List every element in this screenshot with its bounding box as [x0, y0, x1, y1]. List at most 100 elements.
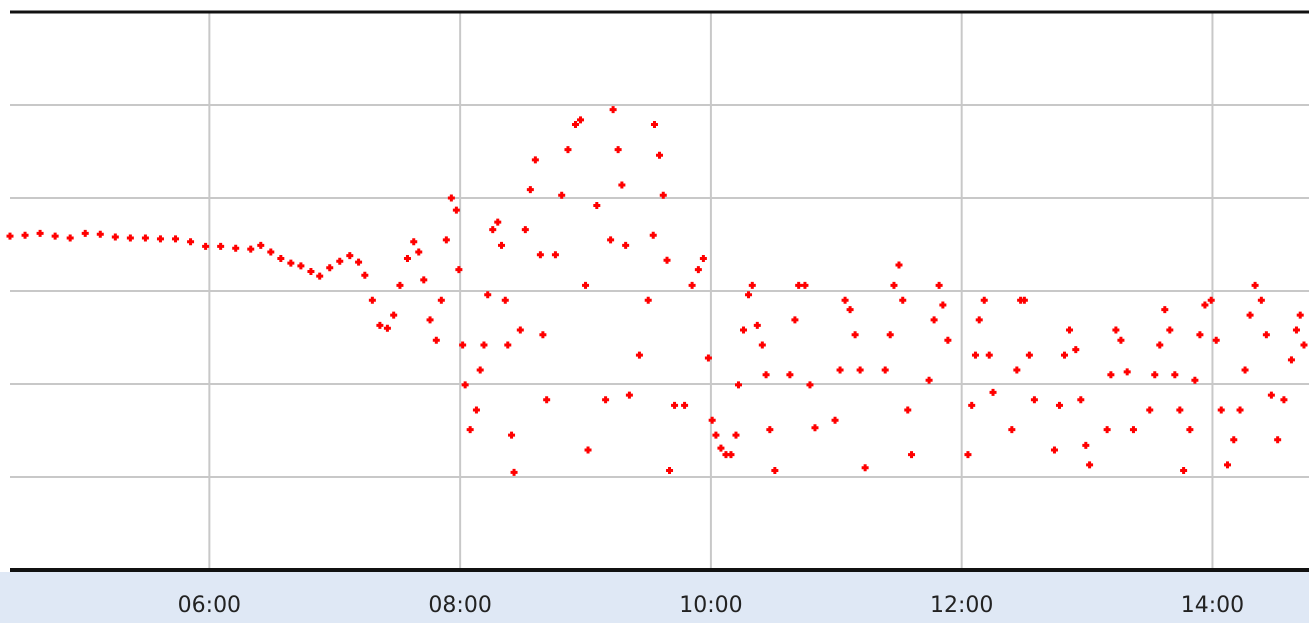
point: [426, 316, 434, 324]
point: [748, 281, 756, 289]
point: [447, 194, 455, 202]
point: [508, 431, 516, 439]
point: [81, 229, 89, 237]
point: [361, 271, 369, 279]
point: [1207, 296, 1215, 304]
point: [126, 234, 134, 242]
point: [1055, 401, 1063, 409]
point: [1296, 311, 1304, 319]
point: [1196, 331, 1204, 339]
point: [704, 354, 712, 362]
point: [861, 464, 869, 472]
point: [671, 401, 679, 409]
point: [247, 245, 255, 253]
point: [1156, 341, 1164, 349]
point: [649, 231, 657, 239]
point: [432, 336, 440, 344]
point: [1280, 396, 1288, 404]
point: [663, 256, 671, 264]
point: [6, 232, 14, 240]
point: [971, 351, 979, 359]
point: [476, 366, 484, 374]
point: [745, 291, 753, 299]
point: [504, 341, 512, 349]
point: [267, 248, 275, 256]
point: [762, 371, 770, 379]
point: [564, 146, 572, 154]
point: [536, 251, 544, 259]
point: [801, 281, 809, 289]
point: [96, 230, 104, 238]
point: [403, 254, 411, 262]
point: [326, 264, 334, 272]
point: [396, 281, 404, 289]
point: [1146, 406, 1154, 414]
point: [1217, 406, 1225, 414]
point: [51, 232, 59, 240]
point: [1117, 336, 1125, 344]
point: [498, 241, 506, 249]
point: [1129, 426, 1137, 434]
point: [904, 406, 912, 414]
x-tick-label: 10:00: [679, 593, 742, 618]
point: [734, 381, 742, 389]
point: [1166, 326, 1174, 334]
point: [1013, 366, 1021, 374]
point: [895, 261, 903, 269]
point: [1212, 336, 1220, 344]
point: [1171, 371, 1179, 379]
point: [811, 424, 819, 432]
point: [985, 351, 993, 359]
point: [390, 311, 398, 319]
point: [1008, 426, 1016, 434]
point: [489, 226, 497, 234]
point: [1274, 436, 1282, 444]
point: [1077, 396, 1085, 404]
point: [886, 331, 894, 339]
point: [727, 451, 735, 459]
point: [1224, 461, 1231, 469]
point: [836, 366, 844, 374]
point: [383, 324, 391, 332]
point: [851, 331, 859, 339]
point: [1061, 351, 1068, 359]
point: [172, 235, 180, 243]
point: [806, 381, 814, 389]
point: [688, 281, 696, 289]
point: [699, 254, 707, 262]
point: [571, 121, 579, 129]
point: [1262, 331, 1270, 339]
point: [1103, 426, 1111, 434]
point: [1020, 296, 1028, 304]
point: [526, 186, 534, 194]
point: [1072, 346, 1080, 354]
point: [410, 238, 418, 246]
point: [935, 281, 943, 289]
point: [989, 388, 997, 396]
point: [1267, 391, 1275, 399]
point: [217, 242, 225, 250]
point: [975, 316, 983, 324]
point: [521, 226, 529, 234]
point: [1112, 326, 1120, 334]
point: [939, 301, 947, 309]
point: [111, 233, 119, 241]
point: [480, 341, 488, 349]
point: [980, 296, 988, 304]
point: [656, 151, 663, 159]
point: [831, 416, 839, 424]
point: [890, 281, 898, 289]
point: [964, 451, 972, 459]
point: [420, 276, 428, 284]
point: [307, 267, 315, 275]
point: [376, 321, 384, 329]
x-tick-label: 12:00: [930, 593, 993, 618]
point: [666, 466, 674, 474]
point: [455, 266, 463, 274]
point: [1287, 356, 1295, 364]
point: [1025, 351, 1033, 359]
point: [1251, 281, 1259, 289]
point: [355, 258, 363, 266]
point: [257, 241, 265, 249]
